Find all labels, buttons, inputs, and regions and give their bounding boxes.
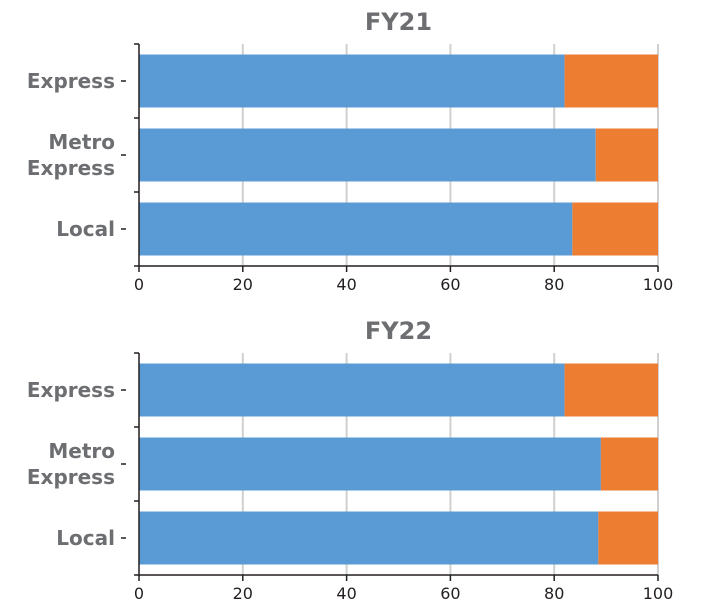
x-tick-label: 100 [643, 584, 674, 602]
x-tick-label: 80 [544, 584, 564, 602]
x-tick-label: 40 [336, 275, 356, 294]
bar-segment-orange-0 [564, 363, 658, 417]
bar-segment-orange-1 [595, 128, 658, 182]
category-label: Express [27, 156, 115, 180]
x-tick-label: 0 [134, 584, 144, 602]
bar-segment-blue-0 [139, 54, 565, 108]
category-label: Local [56, 526, 115, 550]
x-tick-label: 40 [336, 584, 356, 602]
bar-segment-blue-2 [139, 511, 599, 565]
x-tick-label: 100 [643, 275, 674, 294]
bar-segment-blue-1 [139, 437, 601, 491]
category-label: Metro [48, 130, 115, 154]
chart-title: FY22 [365, 317, 432, 345]
category-label: Express [27, 378, 115, 402]
bar-segment-orange-2 [572, 202, 658, 256]
chart-title: FY21 [365, 8, 432, 36]
x-tick-label: 20 [233, 275, 253, 294]
bar-segment-orange-2 [598, 511, 658, 565]
category-label: Express [27, 69, 115, 93]
bar-segment-orange-0 [564, 54, 658, 108]
x-tick-label: 60 [440, 275, 460, 294]
x-tick-label: 0 [134, 275, 144, 294]
bar-segment-blue-0 [139, 363, 565, 417]
bar-segment-blue-1 [139, 128, 596, 182]
category-label: Metro [48, 439, 115, 463]
x-tick-label: 80 [544, 275, 564, 294]
category-label: Local [56, 217, 115, 241]
bar-segment-blue-2 [139, 202, 573, 256]
x-tick-label: 20 [233, 584, 253, 602]
category-label: Express [27, 465, 115, 489]
bar-segment-orange-1 [600, 437, 658, 491]
x-tick-label: 60 [440, 584, 460, 602]
